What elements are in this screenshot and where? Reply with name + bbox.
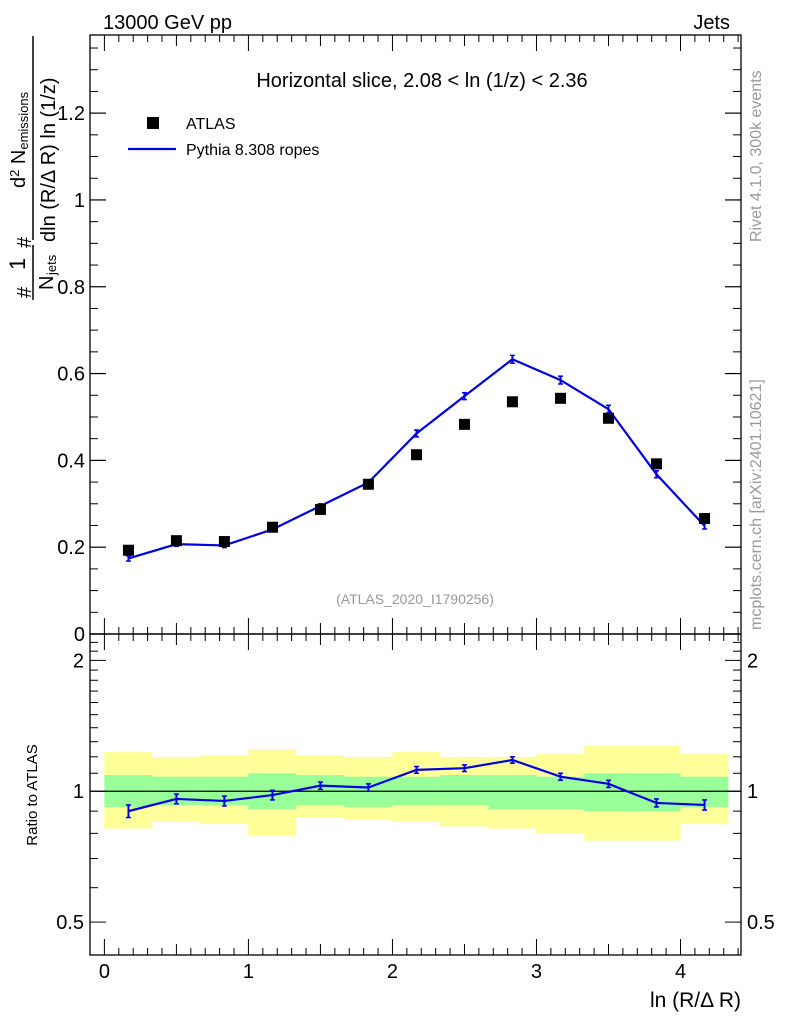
main-y-tick-label: 0.2 bbox=[57, 537, 85, 559]
atlas-data-point bbox=[555, 392, 567, 404]
x-tick-label: 2 bbox=[387, 961, 398, 983]
atlas-data-point bbox=[266, 521, 278, 533]
ratio-y-tick-label-left: 0.5 bbox=[56, 912, 84, 934]
atlas-data-point bbox=[411, 449, 423, 461]
x-tick-label: 0 bbox=[99, 961, 110, 983]
watermark: (ATLAS_2020_I1790256) bbox=[336, 591, 494, 607]
atlas-data-point bbox=[314, 503, 326, 515]
header-left-label: 13000 GeV pp bbox=[103, 12, 232, 34]
main-y-tick-label: 0.8 bbox=[57, 277, 85, 299]
mcplots-label: mcplots.cern.ch [arXiv:2401.10621] bbox=[748, 379, 765, 630]
main-title: Horizontal slice, 2.08 < ln (1/z) < 2.36 bbox=[256, 70, 587, 92]
ylabel-denom-2: dln (R/Δ R) ln (1/z) bbox=[38, 77, 60, 242]
ylabel-denom-1-sub: jets bbox=[44, 254, 59, 276]
ratio-y-axis-label: Ratio to ATLAS bbox=[24, 744, 41, 845]
atlas-data-point bbox=[362, 478, 374, 490]
atlas-data-point bbox=[650, 458, 662, 470]
legend-marker-atlas bbox=[147, 117, 159, 129]
main-y-axis-label: # 1 N jets # d2 Nemissions dln (R/Δ R) l… bbox=[5, 36, 60, 300]
ylabel-numer-1: 1 bbox=[5, 258, 30, 270]
atlas-data-point bbox=[122, 544, 134, 556]
main-y-tick-label: 0.6 bbox=[57, 364, 85, 386]
ratio-y-tick-label-right: 1 bbox=[747, 781, 758, 803]
x-axis-label: ln (R/Δ R) bbox=[650, 989, 741, 1012]
x-tick-label: 4 bbox=[675, 961, 686, 983]
ratio-panel-ticks bbox=[89, 633, 742, 956]
atlas-data-point bbox=[506, 396, 518, 408]
ratio-inner-band bbox=[440, 774, 489, 805]
ratio-y-tick-label-left: 2 bbox=[73, 650, 84, 672]
legend: ATLAS Pythia 8.308 ropes bbox=[128, 116, 319, 159]
x-tick-label: 3 bbox=[531, 961, 542, 983]
main-y-tick-label: 0 bbox=[74, 624, 85, 646]
ratio-inner-band bbox=[584, 773, 633, 812]
legend-label-pythia: Pythia 8.308 ropes bbox=[186, 142, 319, 159]
atlas-data-point bbox=[699, 513, 711, 525]
ratio-y-tick-label-left: 1 bbox=[73, 781, 84, 803]
x-tick-label: 1 bbox=[243, 961, 254, 983]
atlas-data-point bbox=[170, 535, 182, 547]
atlas-data-point bbox=[218, 536, 230, 548]
main-y-tick-labels: 0 0.2 0.4 0.6 0.8 1 1.2 bbox=[57, 103, 85, 646]
ratio-panel-frame bbox=[89, 633, 742, 956]
atlas-data-point bbox=[458, 418, 470, 430]
ylabel-hash-2: # bbox=[14, 236, 36, 248]
main-y-tick-label: 1.2 bbox=[57, 103, 85, 125]
ratio-y-tick-label-right: 2 bbox=[747, 650, 758, 672]
ylabel-hash-1: # bbox=[14, 286, 36, 298]
rivet-label: Rivet 4.1.0, 300k events bbox=[748, 70, 765, 242]
ylabel-denom-1: N bbox=[36, 276, 58, 290]
x-tick-labels: 0 1 2 3 4 bbox=[99, 961, 686, 983]
ratio-series bbox=[125, 756, 708, 819]
ratio-inner-band bbox=[488, 774, 537, 810]
atlas-data-point bbox=[602, 412, 614, 424]
header-right-label: Jets bbox=[693, 12, 730, 34]
main-series bbox=[122, 354, 711, 562]
legend-label-atlas: ATLAS bbox=[186, 116, 236, 133]
ratio-inner-band bbox=[536, 776, 585, 810]
ratio-y-tick-labels: 0.5 0.5 1 1 2 2 bbox=[56, 650, 775, 934]
ratio-y-tick-label-right: 0.5 bbox=[747, 912, 775, 934]
ylabel-numer-2: d2 Nemissions bbox=[7, 91, 31, 188]
main-y-tick-label: 0.4 bbox=[57, 450, 85, 472]
main-y-tick-label: 1 bbox=[74, 190, 85, 212]
